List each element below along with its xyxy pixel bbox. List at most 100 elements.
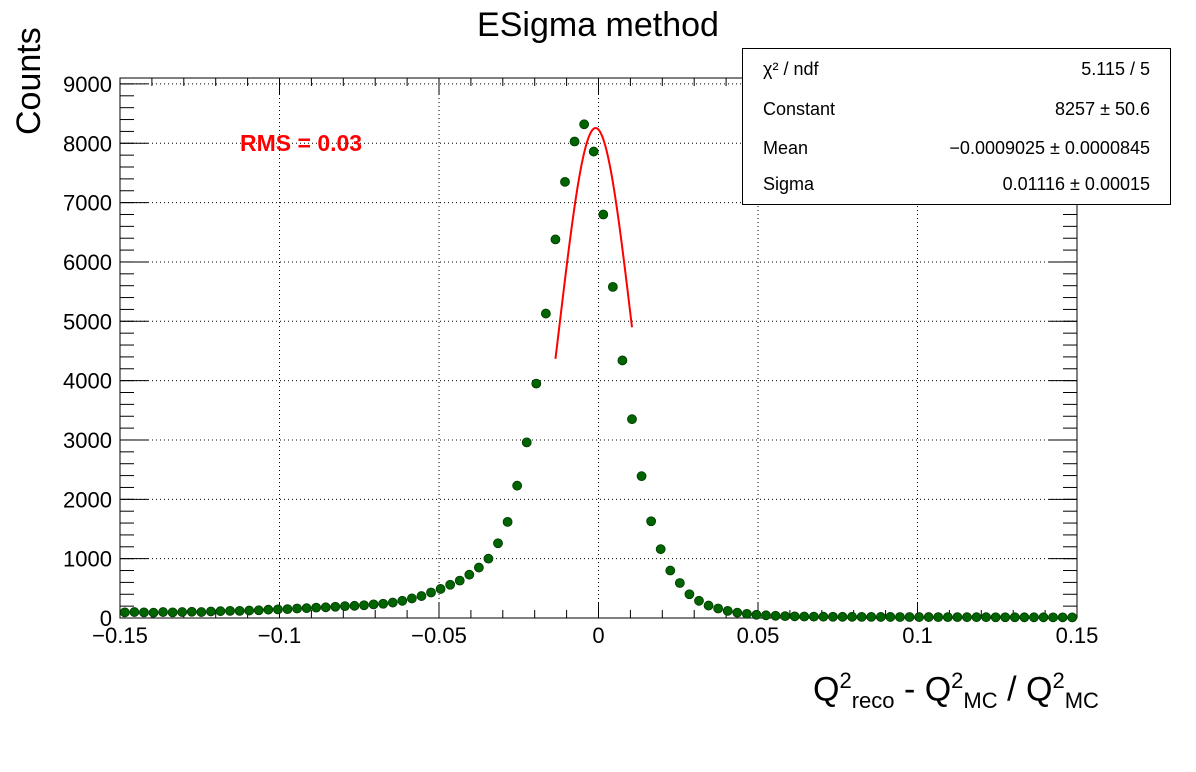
data-point <box>761 610 771 621</box>
data-point <box>368 599 379 610</box>
data-point <box>1048 612 1058 623</box>
x-label-part: 2 <box>951 668 964 693</box>
data-point <box>713 603 724 614</box>
data-point <box>139 607 149 618</box>
data-point <box>990 612 1001 623</box>
data-point <box>780 611 791 622</box>
data-point <box>521 437 532 448</box>
x-axis-label: Q2reco - Q2MC / Q2MC <box>813 668 1099 714</box>
stats-label: Mean <box>763 138 809 158</box>
data-point <box>378 598 389 609</box>
stats-value: 8257 ± 50.6 <box>1055 99 1150 119</box>
data-point <box>387 597 398 608</box>
data-point <box>540 308 551 319</box>
data-point <box>1057 612 1068 623</box>
data-point <box>186 606 197 617</box>
y-tick-label: 8000 <box>63 131 112 156</box>
data-point <box>789 611 800 622</box>
data-point <box>359 600 369 611</box>
data-point <box>933 612 944 623</box>
data-point <box>215 606 226 617</box>
stats-value: 0.01116 ± 0.00015 <box>1002 174 1150 194</box>
data-point <box>875 612 886 622</box>
data-point <box>751 609 762 620</box>
data-point <box>971 612 982 623</box>
y-tick-label: 3000 <box>63 428 112 453</box>
data-point <box>512 480 523 491</box>
data-point <box>301 603 312 614</box>
data-point <box>732 607 743 618</box>
data-point <box>684 589 695 600</box>
data-point <box>579 119 590 130</box>
stats-value: 5.115 / 5 <box>1081 59 1150 79</box>
data-point <box>531 378 542 389</box>
y-tick-label: 7000 <box>63 191 112 216</box>
data-point <box>177 607 188 617</box>
data-point <box>1000 612 1011 623</box>
data-point <box>770 610 781 621</box>
data-point <box>569 136 580 147</box>
stats-row-sigma: Sigma 0.01116 ± 0.00015 <box>763 174 1150 198</box>
data-point <box>655 544 666 555</box>
y-axis-label: Counts <box>10 27 48 135</box>
data-point <box>808 611 819 622</box>
data-point <box>895 612 905 622</box>
data-point <box>406 593 417 604</box>
data-point <box>981 612 991 623</box>
y-tick-label: 9000 <box>63 72 112 97</box>
data-point <box>799 611 810 622</box>
data-point <box>464 569 475 580</box>
data-point <box>646 516 657 527</box>
stats-row-mean: Mean −0.0009025 ± 0.0000845 <box>763 138 1150 162</box>
y-tick-label: 6000 <box>63 250 112 275</box>
data-point <box>253 605 264 616</box>
data-point <box>196 607 207 617</box>
fit-curve <box>554 127 633 360</box>
stats-row-constant: Constant 8257 ± 50.6 <box>763 99 1150 123</box>
stats-row-chi2: χ² / ndf 5.115 / 5 <box>763 59 1150 83</box>
data-point <box>483 553 494 564</box>
rms-annotation: RMS = 0.03 <box>240 130 363 156</box>
x-tick-label: −0.15 <box>92 623 148 648</box>
x-label-part: Q <box>813 670 840 709</box>
data-point <box>206 606 216 617</box>
data-point <box>588 146 599 157</box>
stats-value: −0.0009025 ± 0.0000845 <box>949 138 1150 158</box>
fit-line <box>554 127 633 360</box>
data-point <box>617 355 628 366</box>
data-point <box>119 607 130 618</box>
data-point <box>856 611 867 622</box>
data-points <box>119 119 1078 623</box>
data-point <box>502 516 513 527</box>
data-point <box>167 607 178 618</box>
data-point <box>158 607 168 617</box>
data-point <box>904 612 915 622</box>
data-point <box>273 604 283 615</box>
data-point <box>847 611 858 622</box>
data-point <box>244 605 255 616</box>
data-point <box>607 281 618 292</box>
data-point <box>703 600 714 611</box>
data-point <box>674 578 685 588</box>
y-tick-label: 0 <box>100 606 112 631</box>
fit-stats-box: χ² / ndf 5.115 / 5 Constant 8257 ± 50.6 … <box>742 48 1171 205</box>
y-tick-label: 1000 <box>63 547 112 572</box>
data-point <box>1019 612 1030 623</box>
x-label-part: / Q <box>997 670 1053 709</box>
data-point <box>866 611 877 622</box>
data-point <box>445 579 456 590</box>
data-point <box>598 209 609 220</box>
data-point <box>828 611 838 622</box>
axis-tick-labels: −0.15 −0.1 −0.05 0 0.05 0.1 0.15 0 1000 2000 3000 4… <box>63 72 1098 648</box>
data-point <box>741 608 752 619</box>
data-point <box>885 612 896 622</box>
x-label-part: - Q <box>894 670 952 709</box>
x-tick-label: 0.1 <box>902 623 933 648</box>
y-tick-label: 5000 <box>63 309 112 334</box>
x-label-part: MC <box>1064 688 1099 714</box>
data-point <box>129 607 140 617</box>
data-point <box>550 234 561 245</box>
x-label-part: reco <box>851 688 895 714</box>
x-tick-label: 0.15 <box>1056 623 1099 648</box>
data-point <box>914 612 924 622</box>
